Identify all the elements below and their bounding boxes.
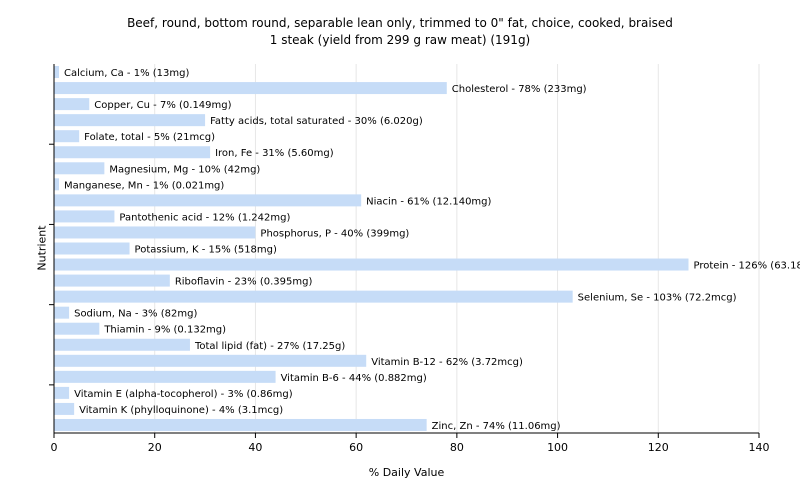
bar-label: Sodium, Na - 3% (82mg): [74, 309, 197, 320]
bar: [54, 274, 170, 287]
x-tick-label: 120: [648, 441, 669, 454]
bar-label: Fatty acids, total saturated - 30% (6.02…: [210, 116, 423, 127]
bar: [54, 162, 105, 175]
bar: [54, 322, 100, 335]
bar-label: Thiamin - 9% (0.132mg): [103, 325, 226, 336]
bar: [54, 82, 447, 95]
x-tick-label: 60: [349, 441, 363, 454]
bar-label: Riboflavin - 23% (0.395mg): [175, 277, 313, 288]
bar-label: Iron, Fe - 31% (5.60mg): [215, 148, 334, 159]
x-axis-label: % Daily Value: [368, 466, 445, 479]
bar: [54, 114, 206, 127]
bar: [54, 354, 367, 367]
bar: [54, 386, 70, 399]
bar-label: Zinc, Zn - 74% (11.06mg): [432, 421, 561, 432]
bar-label: Potassium, K - 15% (518mg): [135, 245, 277, 256]
bar: [54, 66, 60, 79]
bar-label: Vitamin K (phylloquinone) - 4% (3.1mcg): [79, 405, 283, 416]
bar-label: Vitamin E (alpha-tocopherol) - 3% (0.86m…: [74, 389, 293, 400]
bar: [54, 290, 573, 303]
x-tick-label: 140: [749, 441, 770, 454]
bar-label: Vitamin B-12 - 62% (3.72mcg): [371, 357, 523, 368]
bar: [54, 146, 211, 159]
bar-label: Pantothenic acid - 12% (1.242mg): [119, 212, 290, 223]
bar: [54, 258, 689, 271]
x-tick-label: 0: [51, 441, 58, 454]
bar-label: Vitamin B-6 - 44% (0.882mg): [281, 373, 427, 384]
bar-label: Niacin - 61% (12.140mg): [366, 196, 491, 207]
bar-label: Folate, total - 5% (21mcg): [84, 132, 215, 143]
x-tick-label: 40: [248, 441, 262, 454]
chart-subtitle: 1 steak (yield from 299 g raw meat) (191…: [269, 33, 531, 47]
bar: [54, 194, 362, 207]
x-tick-label: 100: [547, 441, 568, 454]
bar: [54, 370, 276, 383]
bar: [54, 98, 90, 111]
bar: [54, 178, 60, 191]
bar-label: Calcium, Ca - 1% (13mg): [64, 68, 189, 79]
bar-label: Total lipid (fat) - 27% (17.25g): [194, 341, 345, 352]
bar-label: Protein - 126% (63.18g): [694, 261, 800, 272]
x-tick-label: 80: [450, 441, 464, 454]
chart-title: Beef, round, bottom round, separable lea…: [127, 16, 673, 30]
bar: [54, 210, 115, 223]
bar: [54, 338, 190, 351]
bar-label: Copper, Cu - 7% (0.149mg): [94, 100, 231, 111]
bar-label: Manganese, Mn - 1% (0.021mg): [64, 180, 224, 191]
bar-label: Cholesterol - 78% (233mg): [452, 84, 587, 95]
bar: [54, 226, 256, 239]
bar: [54, 402, 75, 415]
bar: [54, 242, 130, 255]
y-axis-label: Nutrient: [35, 225, 49, 271]
bar-label: Phosphorus, P - 40% (399mg): [260, 228, 409, 239]
bar-label: Magnesium, Mg - 10% (42mg): [109, 164, 260, 175]
bar: [54, 130, 80, 143]
x-tick-label: 20: [148, 441, 162, 454]
bar: [54, 418, 427, 431]
bar-label: Selenium, Se - 103% (72.2mcg): [578, 293, 737, 304]
bar: [54, 306, 70, 319]
